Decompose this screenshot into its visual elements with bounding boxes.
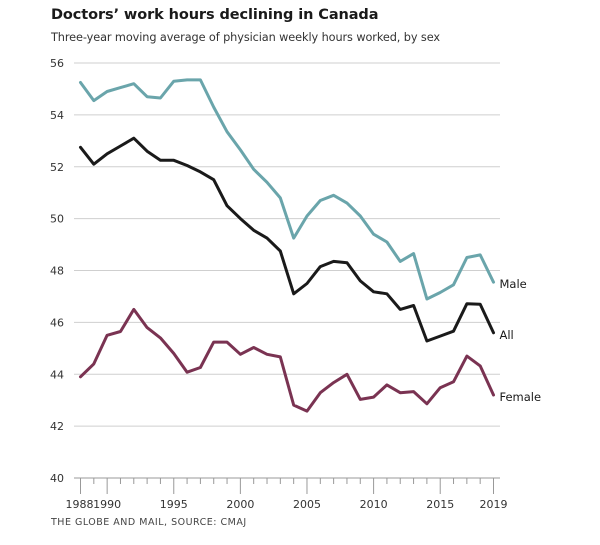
chart-subtitle: Three-year moving average of physician w… [51,31,440,44]
gridlines [74,62,500,427]
series-line-male [79,78,495,301]
x-tick-label: 2019 [480,498,508,511]
x-tick-label: 2000 [226,498,254,511]
series-labels: Male All Female [500,277,542,404]
y-tick-label: 44 [50,368,64,381]
x-tick-label: 1990 [93,498,121,511]
y-tick-label: 46 [50,316,64,329]
series-line-female [79,307,495,413]
y-tick-label: 54 [50,109,64,122]
series-line-all [79,136,495,343]
y-tick-label: 56 [50,57,64,70]
x-tick-label: 2005 [293,498,321,511]
series-lines [79,78,495,413]
chart-title: Doctors’ work hours declining in Canada [51,7,379,23]
y-tick-label: 42 [50,420,64,433]
source-credit: THE GLOBE AND MAIL, SOURCE: CMAJ [51,517,247,528]
y-tick-label: 50 [50,213,64,226]
x-axis: 1988 1990 1995 2000 2005 2010 2015 2019 [66,477,508,511]
x-tick-label: 1995 [160,498,188,511]
series-label-male: Male [500,277,527,291]
x-tick-label: 2015 [426,498,454,511]
x-tick-label: 2010 [360,498,388,511]
y-tick-label: 52 [50,161,64,174]
y-tick-label: 48 [50,265,64,278]
y-axis-tick-labels: 40 42 44 46 48 50 52 54 56 [50,57,64,485]
series-label-all: All [500,328,514,342]
y-tick-label: 40 [50,472,64,485]
x-tick-label: 1988 [66,498,94,511]
series-label-female: Female [500,390,542,404]
